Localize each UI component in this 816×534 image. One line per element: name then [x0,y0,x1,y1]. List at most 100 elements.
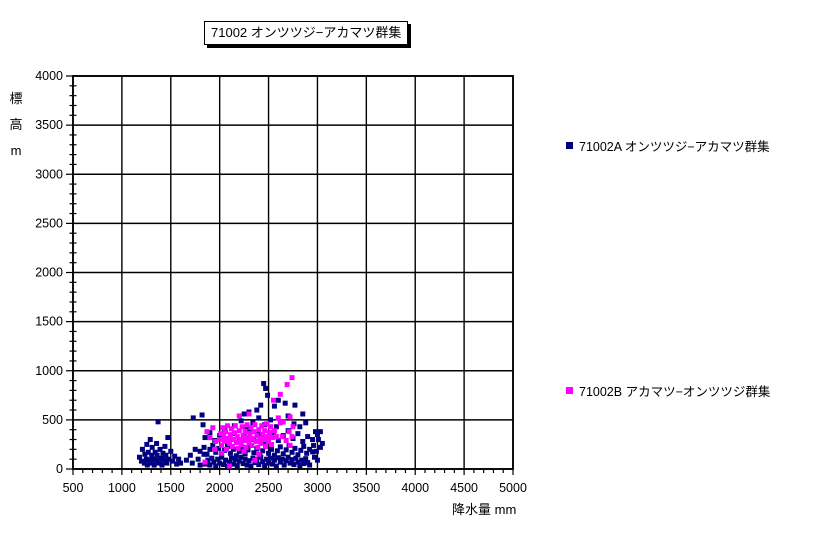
x-tick-label: 500 [63,481,84,495]
data-point-a [295,431,301,437]
data-point-a [152,449,158,455]
data-point-b [260,432,266,438]
data-point-a [289,449,295,455]
x-tick-label: 3000 [304,481,332,495]
data-point-a [161,457,167,463]
data-point-b [229,443,235,449]
data-point-b [262,428,268,434]
data-point-a [297,463,303,469]
data-point-a [144,462,150,468]
data-point-b [252,457,258,463]
data-point-a [298,447,304,453]
data-point-a [147,437,153,443]
data-point-b [289,434,295,440]
data-point-b [231,430,237,436]
data-point-a [230,446,236,452]
data-point-b [248,425,254,431]
data-point-a [207,462,213,468]
data-point-a [157,446,163,452]
data-point-a [256,462,262,468]
data-point-b [242,429,248,435]
data-point-b [252,422,258,428]
data-point-a [230,461,236,467]
data-point-b [261,437,267,443]
data-point-b [218,431,224,437]
data-point-a [277,444,283,450]
data-point-a [201,451,207,457]
data-point-a [293,455,299,461]
data-point-b [222,438,228,444]
data-point-a [268,455,274,461]
data-point-a [299,457,305,463]
data-point-b [210,425,216,431]
data-point-b [277,420,283,426]
data-point-a [154,452,160,458]
data-point-b [245,435,251,441]
data-point-a [254,407,260,413]
data-point-a [303,420,309,426]
data-point-a [217,460,223,466]
data-point-a [139,446,145,452]
data-point-a [165,435,171,441]
data-point-b [290,424,296,430]
data-point-b [221,434,227,440]
series-a-marker-icon [566,142,573,149]
data-point-a [205,457,211,463]
data-point-a [300,438,306,444]
legend-item-series-a: 71002A オンツツジ−アカマツ群集 [566,136,770,155]
data-point-a [317,429,323,435]
data-point-a [172,453,178,459]
data-point-a [166,456,172,462]
data-point-a [138,458,144,464]
data-point-b [219,442,225,448]
data-point-a [256,415,262,421]
y-axis-title: 標 高 m [9,91,23,158]
data-point-a [176,456,182,462]
data-point-b [217,437,223,443]
data-point-a [266,450,272,456]
data-point-a [148,460,154,466]
data-point-b [265,434,271,440]
data-point-b [287,414,293,420]
data-point-a [236,448,242,454]
data-point-a [295,452,301,458]
data-point-a [233,453,239,459]
data-point-b [289,375,295,381]
data-point-a [197,448,203,454]
data-point-a [261,381,267,387]
data-point-b [238,441,244,447]
data-point-b [243,444,249,450]
data-point-a [275,397,281,403]
data-point-a [213,463,219,469]
data-point-a [258,402,264,408]
data-point-a [313,448,319,454]
x-tick-label: 4500 [450,481,478,495]
data-point-b [236,413,242,419]
y-tick-label: 500 [42,413,63,427]
data-point-a [242,456,248,462]
data-point-a [268,417,274,423]
data-point-a [312,429,318,435]
data-point-a [311,442,317,448]
data-point-a [317,444,323,450]
data-point-b [254,433,260,439]
data-point-a [223,457,229,463]
data-point-a [224,443,230,449]
data-point-a [319,440,325,446]
data-point-a [160,450,166,456]
data-point-b [251,429,257,435]
data-point-a [236,458,242,464]
data-point-a [303,456,309,462]
data-point-a [304,450,310,456]
data-point-a [263,385,269,391]
data-point-a [211,459,217,465]
data-point-b [232,423,238,429]
data-point-b [277,391,283,397]
data-point-b [202,459,208,465]
data-point-a [312,454,318,460]
data-point-a [280,451,286,457]
data-point-a [164,460,170,466]
data-point-a [155,419,161,425]
data-point-a [158,455,164,461]
x-tick-label: 3500 [352,481,380,495]
